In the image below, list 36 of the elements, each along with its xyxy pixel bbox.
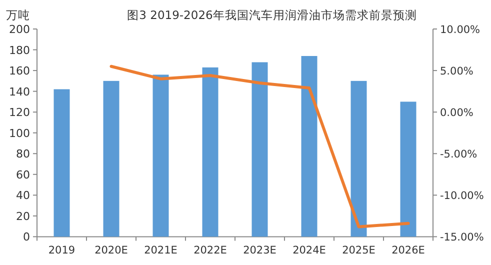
bar (54, 89, 70, 237)
x-tick-label: 2026E (392, 244, 425, 257)
bar (152, 74, 169, 237)
y-tick-label: 0 (23, 230, 30, 244)
x-tick-label: 2019 (48, 244, 76, 257)
line-series (110, 64, 410, 228)
bar (301, 56, 318, 237)
y-tick-label: 140 (9, 85, 30, 98)
y-tick-label: 20 (16, 210, 30, 223)
y-tick-label: 60 (16, 168, 30, 182)
y2-tick-label: 5.00% (440, 66, 474, 78)
x-tick-label: 2025E (342, 244, 376, 257)
x-tick-label: 2024E (292, 244, 326, 257)
x-tick-label: 2021E (144, 244, 178, 257)
y-tick-label: 100 (9, 126, 30, 140)
bar (202, 67, 218, 237)
y-axis-title: 万吨 (6, 8, 30, 22)
bar (400, 102, 416, 237)
y-tick-label: 200 (9, 23, 30, 36)
x-tick-label: 2020E (94, 244, 128, 257)
y-tick-label: 120 (9, 106, 30, 120)
x-tick-label: 2022E (194, 244, 227, 257)
chart-title: 图3 2019-2026年我国汽车用润滑油市场需求前景预测 (127, 8, 417, 22)
y2-tick-label: 0.00% (440, 107, 474, 120)
y2-tick-label: -15.00% (440, 232, 484, 244)
y2-tick-label: -10.00% (440, 190, 484, 202)
y-tick-label: 40 (16, 189, 30, 202)
x-tick-label: 2023E (243, 244, 276, 257)
bar (350, 80, 367, 237)
y-tick-label: 160 (9, 64, 30, 78)
y2-tick-label: -5.00% (440, 148, 478, 161)
y-tick-label: 180 (9, 44, 30, 57)
y-tick-label: 80 (16, 148, 30, 161)
bar (103, 80, 120, 237)
bar (252, 62, 268, 237)
y2-tick-label: 10.00% (440, 24, 480, 36)
